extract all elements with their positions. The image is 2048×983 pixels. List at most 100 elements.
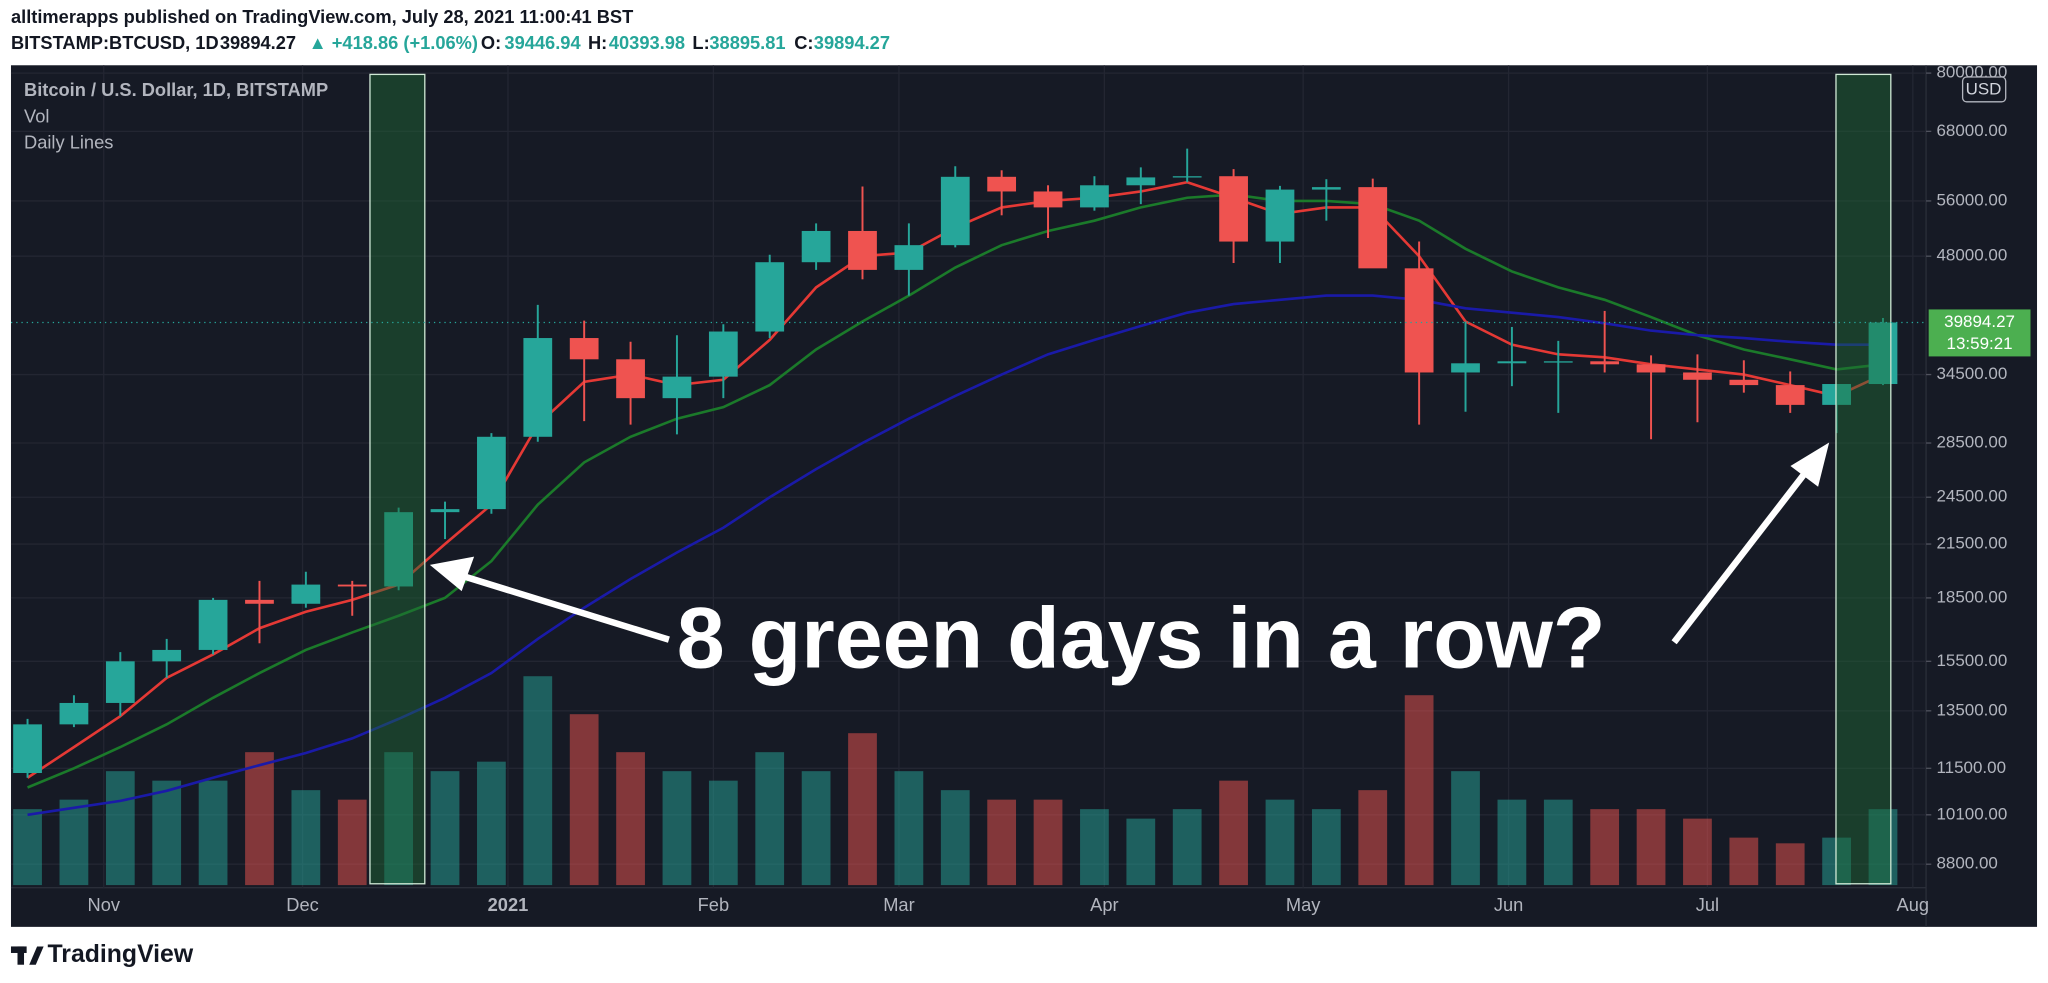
- last: 39894.27: [220, 32, 296, 53]
- last-price-badge: [1928, 309, 2031, 357]
- annotation: 8 green days in a row?: [677, 591, 1606, 687]
- volume-bar: [940, 790, 970, 886]
- candle-body: [662, 376, 692, 399]
- candle-body: [1265, 189, 1295, 242]
- y-tick-label: 28500.00: [1937, 433, 2008, 452]
- volume-bar: [1033, 799, 1063, 886]
- brand-logo: TradingView: [10, 941, 194, 968]
- candle-body: [894, 245, 924, 270]
- volume-bar: [337, 799, 367, 886]
- candle-body: [1775, 385, 1805, 405]
- volume-bar: [801, 771, 831, 886]
- candle-body: [1080, 185, 1109, 208]
- candle-body: [1451, 363, 1480, 373]
- candle-body: [1404, 268, 1434, 373]
- c-label: C:: [794, 32, 813, 53]
- x-tick-label: Nov: [88, 894, 121, 915]
- volume-bar: [1636, 809, 1666, 886]
- chart-panel: [10, 65, 2038, 927]
- candle-body: [616, 359, 645, 399]
- volume-bar: [245, 752, 274, 886]
- volume-bar: [1172, 809, 1202, 886]
- arrow-line: [456, 571, 670, 643]
- volume-bar: [569, 714, 599, 886]
- moving-average: [27, 193, 1884, 789]
- volume-bar: [1543, 799, 1573, 886]
- candle-body: [291, 584, 321, 604]
- h-label: H:: [588, 32, 607, 53]
- y-tick-label: 21500.00: [1937, 534, 2008, 553]
- volume-bar: [1497, 799, 1527, 886]
- y-tick-label: 15500.00: [1937, 651, 2008, 670]
- candle-body: [337, 584, 367, 587]
- candle-body: [1126, 177, 1156, 186]
- volume-bar: [848, 733, 877, 886]
- candle-body: [59, 702, 89, 725]
- volume-bar: [13, 809, 42, 886]
- volume-bar: [384, 752, 414, 886]
- candle-body: [987, 176, 1017, 192]
- o-value: 39446.94: [504, 32, 581, 53]
- change: ▲ +418.86 (+1.06%): [309, 32, 478, 53]
- volume-bar: [1590, 809, 1620, 886]
- brand: TradingView: [48, 941, 194, 968]
- volume-bar: [662, 771, 692, 886]
- volume-bar: [1080, 809, 1109, 886]
- highlight-box: [1835, 73, 1892, 885]
- candle-body: [1543, 361, 1573, 363]
- y-tick-label: 18500.00: [1937, 587, 2008, 606]
- volume-bar: [708, 780, 738, 886]
- x-tick-label: Apr: [1090, 894, 1118, 915]
- candle-body: [1683, 372, 1712, 380]
- axes: 80000.0068000.0056000.0048000.0034500.00…: [10, 63, 2031, 915]
- volume-bar: [1126, 818, 1156, 886]
- moving-average: [27, 294, 1883, 817]
- chart-title: Bitcoin / U.S. Dollar, 1D, BITSTAMP: [24, 79, 328, 100]
- volume-bar: [1311, 809, 1341, 886]
- last-price-label: 39894.27: [1944, 312, 2015, 331]
- candle-body: [1358, 187, 1388, 269]
- candle-body: [569, 338, 599, 360]
- volume-bar: [1451, 771, 1480, 886]
- volume-bar: [59, 799, 89, 886]
- ticker-line: BITSTAMP:BTCUSD, 1D 39894.27 ▲ +418.86 (…: [11, 32, 890, 53]
- x-tick-label: Jul: [1696, 894, 1719, 915]
- volume-bar: [430, 771, 460, 886]
- volume-bar: [1358, 790, 1388, 886]
- volume-pane: [13, 676, 1898, 886]
- logo-shape: [29, 946, 44, 965]
- logo-shape: [17, 946, 25, 965]
- volume-bar: [523, 676, 553, 886]
- volume-bar: [477, 761, 506, 886]
- candle-body: [13, 724, 42, 774]
- volume-bar: [1219, 780, 1248, 886]
- volume-bar: [105, 771, 135, 886]
- candle-body: [1033, 191, 1063, 208]
- y-tick-label: 11500.00: [1937, 758, 2007, 777]
- candles: [13, 148, 1898, 778]
- candle-body: [755, 262, 785, 332]
- x-tick-label: Jun: [1494, 894, 1523, 915]
- indicator-legend: Daily Lines: [24, 131, 113, 152]
- candle-body: [105, 661, 135, 703]
- volume-bar: [755, 752, 785, 886]
- candle-body: [1497, 361, 1527, 364]
- volume-bar: [987, 799, 1017, 886]
- currency-badge: [1961, 76, 2007, 103]
- candle-body: [1311, 187, 1341, 190]
- volume-bar: [1775, 843, 1805, 886]
- x-tick-label: Mar: [883, 894, 914, 915]
- candle-body: [1172, 176, 1202, 178]
- candle-body: [198, 599, 228, 650]
- arrow-line: [1671, 461, 1816, 645]
- volume-bar: [1683, 818, 1712, 886]
- y-tick-label: 13500.00: [1937, 700, 2008, 719]
- volume-bar: [1868, 809, 1898, 886]
- candle-body: [523, 338, 553, 437]
- candle-body: [848, 230, 877, 270]
- volume-bar: [894, 771, 924, 886]
- x-tick-label: 2021: [488, 894, 529, 915]
- x-tick-label: Feb: [698, 894, 729, 915]
- candle-body: [1636, 364, 1666, 373]
